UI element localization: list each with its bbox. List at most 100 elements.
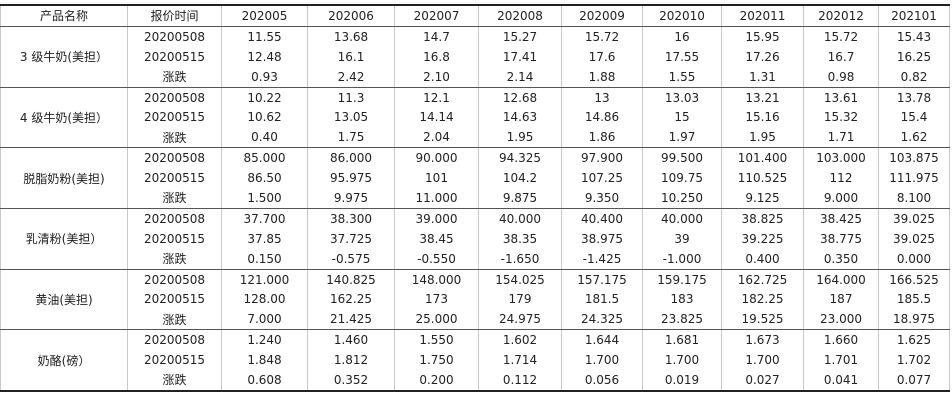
- table-row: 涨跌 0.608 0.352 0.200 0.112 0.056 0.019 0.027 0.0…: [1, 370, 950, 392]
- price-cell: 112: [803, 168, 879, 189]
- price-cell: 13.05: [307, 107, 395, 128]
- price-cell: 97.900: [561, 147, 643, 169]
- product-name-cell: 3 级牛奶(美担）: [0, 25, 128, 88]
- price-cell: 107.25: [561, 168, 643, 189]
- price-cell: 1.701: [803, 350, 879, 371]
- price-cell: 38.35: [478, 228, 562, 249]
- header-cell: 202005: [221, 5, 308, 27]
- price-cell: 9.125: [721, 188, 804, 209]
- price-cell: 11.55: [221, 25, 308, 47]
- price-cell: 14.7: [394, 25, 479, 47]
- price-cell: 1.700: [561, 350, 643, 371]
- header-cell: 202012: [803, 5, 879, 27]
- header-cell: 报价时间: [127, 5, 222, 27]
- price-cell: 185.5: [878, 289, 950, 310]
- price-cell: 10.22: [221, 86, 308, 108]
- price-cell: 0.112: [478, 370, 562, 392]
- price-cell: 12.48: [221, 46, 308, 67]
- quote-time-cell: 涨跌: [127, 188, 222, 209]
- price-cell: 15.32: [803, 107, 879, 128]
- price-cell: 157.175: [561, 268, 643, 290]
- price-cell: 1.95: [721, 127, 804, 149]
- header-cell: 202011: [721, 5, 804, 27]
- price-cell: 1.700: [642, 350, 722, 371]
- table-row: 涨跌 7.000 21.425 25.000 24.975 24.325 23.825 19.…: [1, 309, 950, 331]
- quote-time-cell: 涨跌: [127, 248, 222, 270]
- quote-time-cell: 20200508: [127, 207, 222, 229]
- price-cell: 101.400: [721, 147, 804, 169]
- price-cell: 21.425: [307, 309, 395, 331]
- price-cell: 39.000: [394, 207, 479, 229]
- dairy-price-table: 产品名称 报价时间 202005 202006 202007 202008 20…: [0, 4, 950, 392]
- price-cell: 15: [642, 107, 722, 128]
- price-cell: 13.03: [642, 86, 722, 108]
- price-cell: 2.42: [307, 66, 395, 88]
- price-cell: 94.325: [478, 147, 562, 169]
- price-cell: 17.41: [478, 46, 562, 67]
- price-cell: 1.31: [721, 66, 804, 88]
- price-cell: 0.027: [721, 370, 804, 392]
- price-cell: 10.250: [642, 188, 722, 209]
- table-row: 20200515 86.50 95.975 101 104.2 107.25 109.75 1…: [1, 168, 950, 189]
- price-cell: 15.16: [721, 107, 804, 128]
- price-cell: 1.460: [307, 329, 395, 351]
- product-name-cell: 黄油(美担): [0, 268, 128, 331]
- price-cell: 1.700: [721, 350, 804, 371]
- price-cell: -0.550: [394, 248, 479, 270]
- price-cell: 121.000: [221, 268, 308, 290]
- price-cell: 37.725: [307, 228, 395, 249]
- price-cell: 24.325: [561, 309, 643, 331]
- price-cell: 0.352: [307, 370, 395, 392]
- price-cell: 1.86: [561, 127, 643, 149]
- price-cell: 17.55: [642, 46, 722, 67]
- price-cell: 40.000: [642, 207, 722, 229]
- price-cell: 8.100: [878, 188, 950, 209]
- product-name-cell: 奶酪(磅）: [0, 329, 128, 392]
- price-cell: 1.55: [642, 66, 722, 88]
- header-cell: 产品名称: [0, 5, 128, 27]
- price-cell: 86.000: [307, 147, 395, 169]
- quote-time-cell: 20200508: [127, 268, 222, 290]
- quote-time-cell: 20200515: [127, 289, 222, 310]
- price-cell: 15.72: [561, 25, 643, 47]
- price-cell: 1.750: [394, 350, 479, 371]
- price-cell: 103.875: [878, 147, 950, 169]
- price-cell: 13.21: [721, 86, 804, 108]
- price-cell: 173: [394, 289, 479, 310]
- price-cell: 10.62: [221, 107, 308, 128]
- price-cell: 0.98: [803, 66, 879, 88]
- price-cell: 1.550: [394, 329, 479, 351]
- price-cell: 38.300: [307, 207, 395, 229]
- price-cell: 179: [478, 289, 562, 310]
- table-row: 涨跌 0.150 -0.575 -0.550 -1.650 -1.425 -1.000 0.4…: [1, 248, 950, 270]
- price-cell: 0.93: [221, 66, 308, 88]
- price-cell: 101: [394, 168, 479, 189]
- price-cell: 2.14: [478, 66, 562, 88]
- table-row: 涨跌 1.500 9.975 11.000 9.875 9.350 10.250 9.125 9…: [1, 188, 950, 209]
- price-cell: 24.975: [478, 309, 562, 331]
- price-cell: 9.875: [478, 188, 562, 209]
- price-cell: 18.975: [878, 309, 950, 331]
- quote-time-cell: 20200515: [127, 228, 222, 249]
- table-row: 20200515 37.85 37.725 38.45 38.35 38.975 39 39.…: [1, 228, 950, 249]
- quote-time-cell: 涨跌: [127, 309, 222, 331]
- price-cell: 90.000: [394, 147, 479, 169]
- price-cell: 1.500: [221, 188, 308, 209]
- header-cell: 202009: [561, 5, 643, 27]
- price-cell: 9.000: [803, 188, 879, 209]
- price-cell: 23.000: [803, 309, 879, 331]
- price-cell: 1.644: [561, 329, 643, 351]
- price-cell: 40.000: [478, 207, 562, 229]
- price-cell: 16.7: [803, 46, 879, 67]
- quote-time-cell: 20200508: [127, 25, 222, 47]
- price-cell: 14.63: [478, 107, 562, 128]
- price-cell: 162.25: [307, 289, 395, 310]
- price-cell: 17.6: [561, 46, 643, 67]
- price-cell: 0.056: [561, 370, 643, 392]
- table-row: 涨跌 0.93 2.42 2.10 2.14 1.88 1.55 1.31 0.98 0.82: [1, 66, 950, 88]
- price-cell: 162.725: [721, 268, 804, 290]
- quote-time-cell: 涨跌: [127, 370, 222, 392]
- price-cell: 37.85: [221, 228, 308, 249]
- price-cell: 154.025: [478, 268, 562, 290]
- product-name-cell: 脱脂奶粉(美担): [0, 147, 128, 209]
